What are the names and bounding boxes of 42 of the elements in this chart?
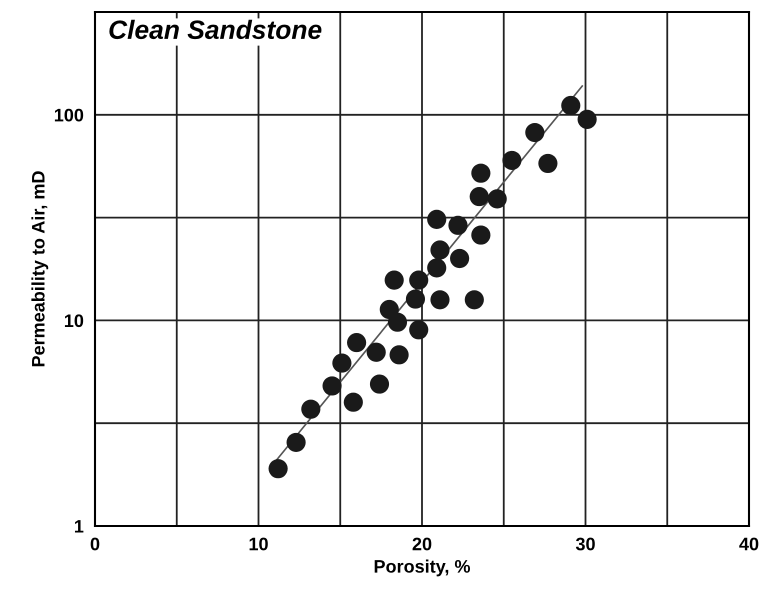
x-tick-label: 0 xyxy=(90,538,100,550)
point xyxy=(502,150,522,170)
point xyxy=(471,226,490,245)
y-axis-title: Permeability to Air, mD xyxy=(31,171,48,366)
point xyxy=(370,374,390,394)
point xyxy=(406,289,426,309)
point xyxy=(388,312,408,332)
point xyxy=(384,270,404,290)
point xyxy=(578,110,597,129)
annotation: Clean Sandstone xyxy=(109,20,322,40)
x-axis-title: Porosity, % xyxy=(374,560,470,576)
y-tick-label: 1 xyxy=(74,520,84,533)
point xyxy=(409,270,428,290)
point xyxy=(430,240,450,260)
point xyxy=(538,154,558,174)
point xyxy=(525,122,544,142)
point xyxy=(268,459,288,478)
y-tick-label: 100 xyxy=(54,108,84,122)
point xyxy=(409,320,428,340)
point xyxy=(561,96,580,116)
x-tick-label: 20 xyxy=(412,538,432,550)
point xyxy=(366,342,386,362)
point xyxy=(471,164,490,183)
point xyxy=(430,290,450,310)
point xyxy=(347,333,366,352)
point xyxy=(286,432,306,452)
point xyxy=(344,392,363,412)
point xyxy=(390,345,409,364)
point xyxy=(448,216,468,235)
point xyxy=(427,210,446,229)
point xyxy=(301,400,320,419)
point xyxy=(488,189,507,208)
point xyxy=(450,248,470,268)
x-tick-label: 10 xyxy=(250,538,268,550)
point xyxy=(464,290,484,310)
point xyxy=(322,376,342,396)
point xyxy=(427,258,446,278)
y-tick-label: 10 xyxy=(64,314,84,328)
x-tick-label: 30 xyxy=(576,538,595,550)
point xyxy=(470,187,489,206)
point xyxy=(332,354,352,373)
x-tick-label: 40 xyxy=(739,538,758,550)
